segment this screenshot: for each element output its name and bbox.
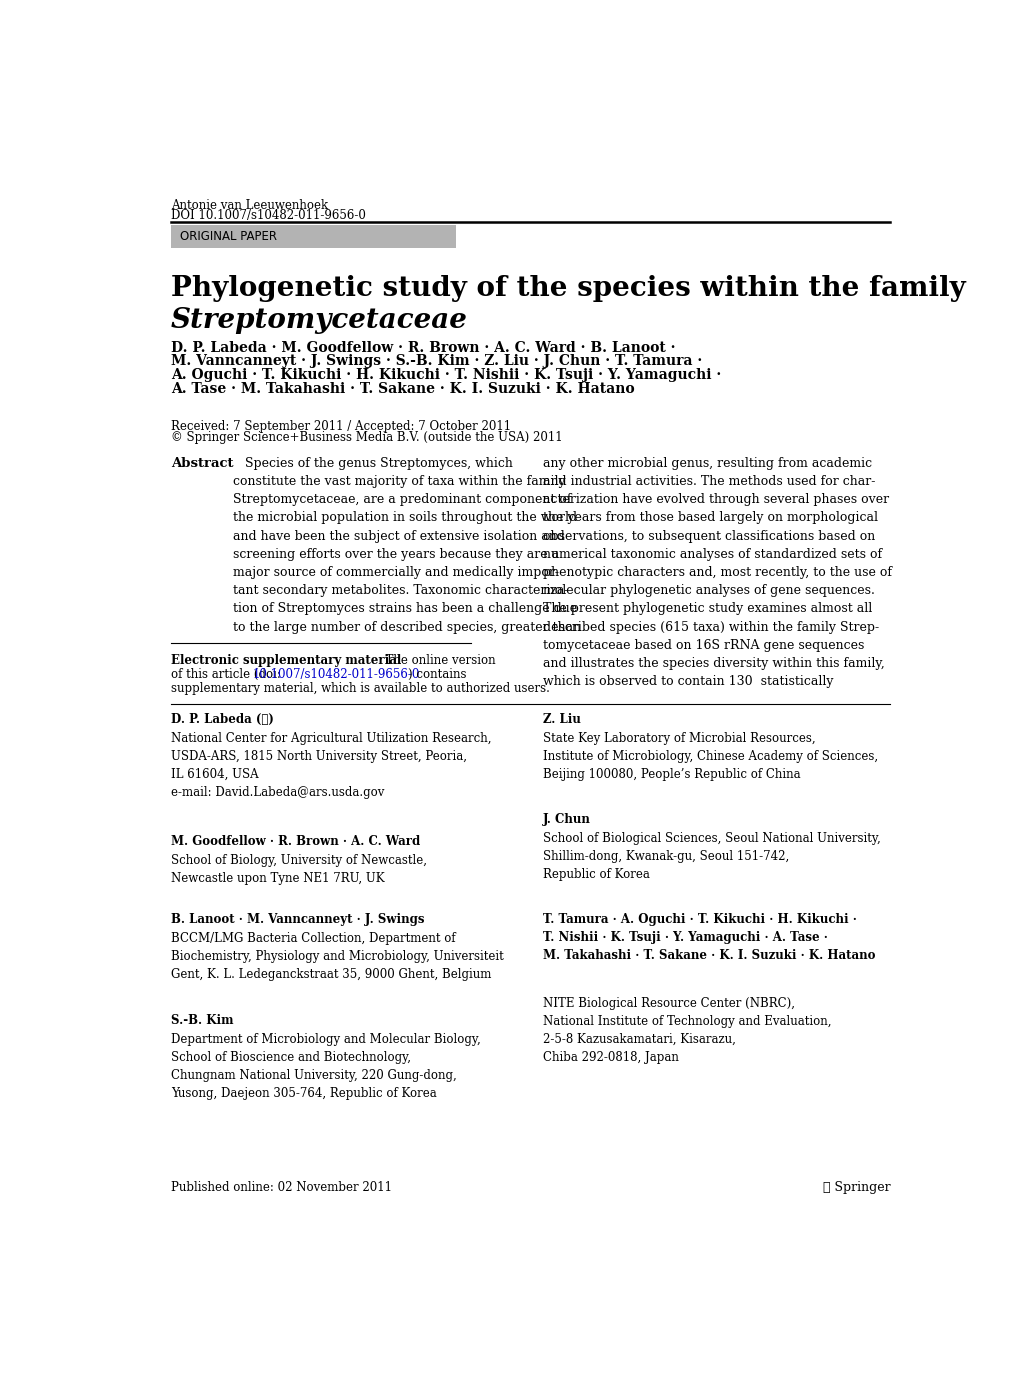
Text: Z. Liu: Z. Liu — [542, 713, 580, 725]
Text: D. P. Labeda · M. Goodfellow · R. Brown · A. C. Ward · B. Lanoot ·: D. P. Labeda · M. Goodfellow · R. Brown … — [171, 341, 675, 354]
Text: BCCM/LMG Bacteria Collection, Department of
Biochemistry, Physiology and Microbi: BCCM/LMG Bacteria Collection, Department… — [171, 933, 503, 981]
Text: Abstract: Abstract — [171, 458, 233, 470]
Text: Streptomycetaceae: Streptomycetaceae — [171, 306, 468, 334]
Text: DOI 10.1007/s10482-011-9656-0: DOI 10.1007/s10482-011-9656-0 — [171, 209, 366, 223]
Text: Department of Microbiology and Molecular Biology,
School of Bioscience and Biote: Department of Microbiology and Molecular… — [171, 1033, 480, 1099]
Text: ) contains: ) contains — [408, 668, 466, 682]
Text: The online version: The online version — [378, 654, 495, 666]
Text: State Key Laboratory of Microbial Resources,
Institute of Microbiology, Chinese : State Key Laboratory of Microbial Resour… — [542, 732, 876, 780]
Text: supplementary material, which is available to authorized users.: supplementary material, which is availab… — [171, 683, 549, 695]
Text: A. Tase · M. Takahashi · T. Sakane · K. I. Suzuki · K. Hatano: A. Tase · M. Takahashi · T. Sakane · K. … — [171, 382, 634, 396]
Text: NITE Biological Resource Center (NBRC),
National Institute of Technology and Eva: NITE Biological Resource Center (NBRC), … — [542, 996, 830, 1063]
Text: 10.1007/s10482-011-9656-0: 10.1007/s10482-011-9656-0 — [252, 668, 420, 682]
Text: Published online: 02 November 2011: Published online: 02 November 2011 — [171, 1180, 391, 1194]
Text: School of Biological Sciences, Seoul National University,
Shillim-dong, Kwanak-g: School of Biological Sciences, Seoul Nat… — [542, 833, 879, 881]
Text: Received: 7 September 2011 / Accepted: 7 October 2011: Received: 7 September 2011 / Accepted: 7… — [171, 420, 511, 433]
Text: B. Lanoot · M. Vanncanneyt · J. Swings: B. Lanoot · M. Vanncanneyt · J. Swings — [171, 914, 424, 926]
Bar — [171, 225, 455, 249]
Text: © Springer Science+Business Media B.V. (outside the USA) 2011: © Springer Science+Business Media B.V. (… — [171, 431, 562, 445]
Text: ✉ Springer: ✉ Springer — [822, 1180, 890, 1194]
Text: Phylogenetic study of the species within the family: Phylogenetic study of the species within… — [171, 275, 965, 302]
Text: J. Chun: J. Chun — [542, 813, 590, 826]
Text: Electronic supplementary material: Electronic supplementary material — [171, 654, 400, 666]
Text: M. Goodfellow · R. Brown · A. C. Ward: M. Goodfellow · R. Brown · A. C. Ward — [171, 834, 420, 848]
Text: Species of the genus Streptomyces, which
constitute the vast majority of taxa wi: Species of the genus Streptomyces, which… — [232, 458, 580, 633]
Text: M. Vanncanneyt · J. Swings · S.-B. Kim · Z. Liu · J. Chun · T. Tamura ·: M. Vanncanneyt · J. Swings · S.-B. Kim ·… — [171, 354, 701, 368]
Text: School of Biology, University of Newcastle,
Newcastle upon Tyne NE1 7RU, UK: School of Biology, University of Newcast… — [171, 853, 427, 885]
Text: any other microbial genus, resulting from academic
and industrial activities. Th: any other microbial genus, resulting fro… — [542, 458, 891, 688]
Text: National Center for Agricultural Utilization Research,
USDA-ARS, 1815 North Univ: National Center for Agricultural Utiliza… — [171, 732, 491, 798]
Text: ORIGINAL PAPER: ORIGINAL PAPER — [180, 231, 277, 243]
Text: Antonie van Leeuwenhoek: Antonie van Leeuwenhoek — [171, 199, 328, 212]
Text: S.-B. Kim: S.-B. Kim — [171, 1014, 233, 1026]
Text: of this article (doi:: of this article (doi: — [171, 668, 280, 682]
Text: D. P. Labeda (✉): D. P. Labeda (✉) — [171, 713, 273, 725]
Text: T. Tamura · A. Oguchi · T. Kikuchi · H. Kikuchi ·
T. Nishii · K. Tsuji · Y. Yama: T. Tamura · A. Oguchi · T. Kikuchi · H. … — [542, 914, 874, 962]
Text: A. Oguchi · T. Kikuchi · H. Kikuchi · T. Nishii · K. Tsuji · Y. Yamaguchi ·: A. Oguchi · T. Kikuchi · H. Kikuchi · T.… — [171, 368, 720, 382]
